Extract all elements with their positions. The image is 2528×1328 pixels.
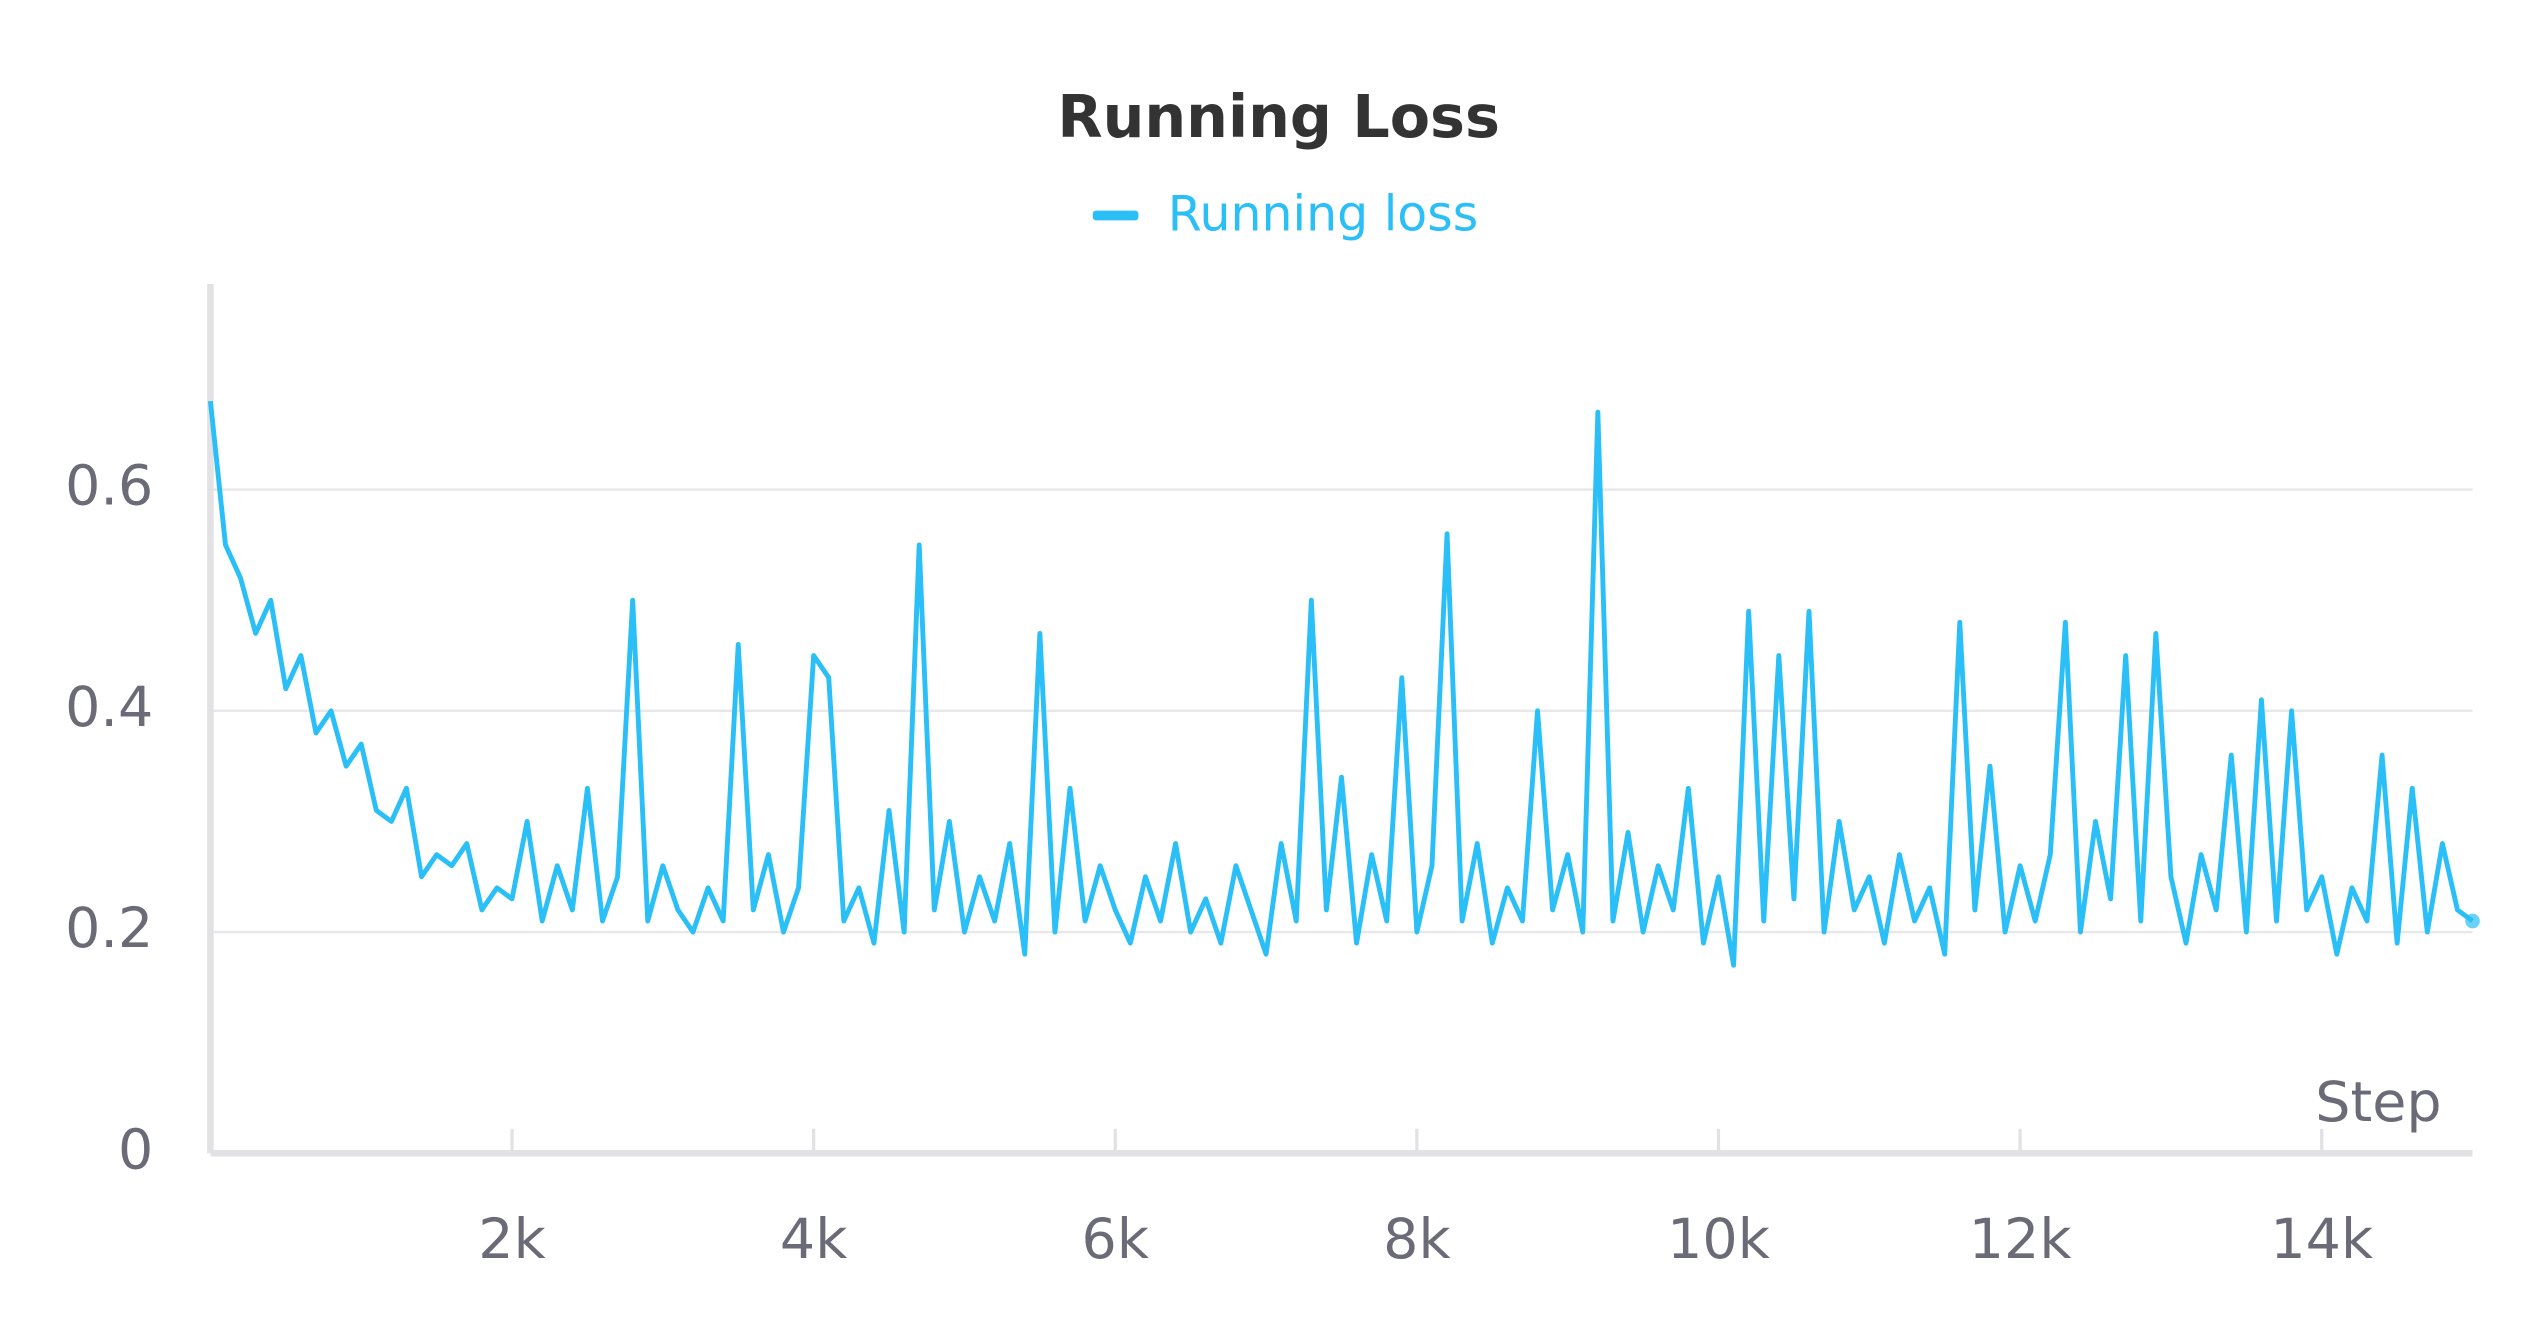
x-tick-label: 4k	[780, 1208, 847, 1272]
x-tick-label: 12k	[1969, 1208, 2072, 1272]
chart-title: Running Loss	[1057, 83, 1500, 151]
x-tick-label: 14k	[2270, 1208, 2373, 1272]
end-dot	[2465, 913, 2480, 929]
x-tick-label: 10k	[1667, 1208, 1770, 1272]
y-tick-label: 0.4	[65, 676, 153, 740]
line-series	[207, 400, 2474, 968]
legend-swatch	[1092, 210, 1139, 221]
y-tick-label: 0.2	[65, 897, 153, 961]
y-tick-label: 0.6	[65, 455, 153, 519]
legend-label: Running loss	[1168, 186, 1478, 243]
y-tick-label: 0	[118, 1118, 153, 1182]
x-tick-label: 2k	[478, 1208, 545, 1272]
x-axis-label: Step	[2315, 1071, 2441, 1135]
x-tick-label: 8k	[1383, 1208, 1450, 1272]
x-tick-label: 6k	[1082, 1208, 1149, 1272]
